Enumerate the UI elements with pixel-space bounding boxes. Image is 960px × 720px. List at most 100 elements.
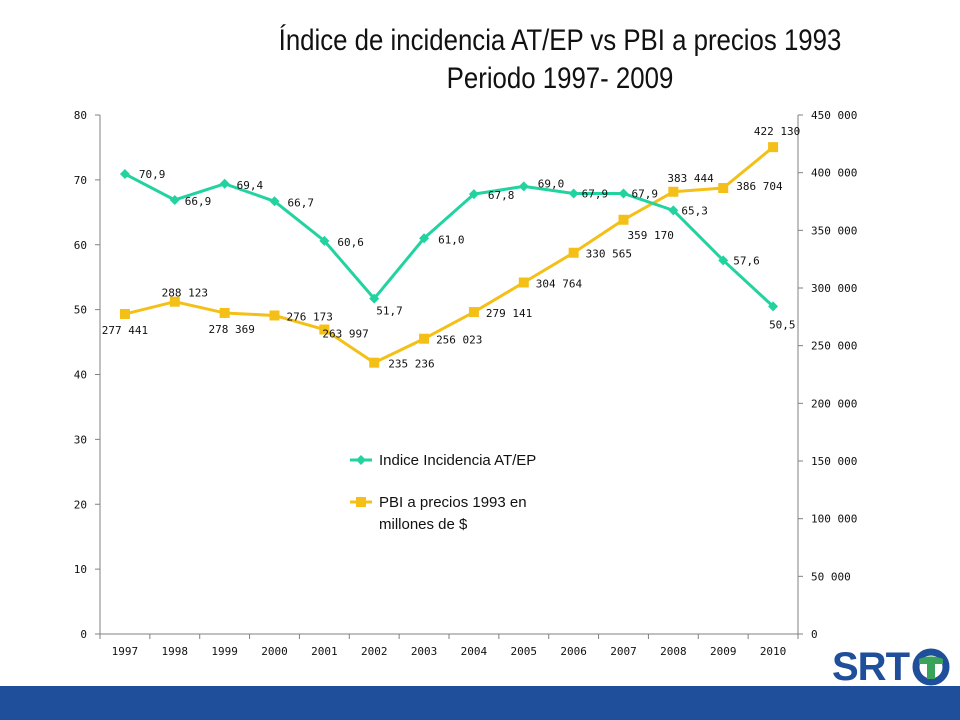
series-incidencia-data-label: 69,4 <box>237 179 264 192</box>
left-tick-label: 20 <box>74 498 87 511</box>
series-pbi-data-label: 386 704 <box>736 180 783 193</box>
chart-title: Índice de incidencia AT/EP vs PBI a prec… <box>78 22 904 98</box>
legend-pbi-swatch-marker <box>356 497 366 507</box>
series-incidencia-data-label: 70,9 <box>139 168 166 181</box>
x-tick-label: 2006 <box>560 645 587 658</box>
logo-text: SRT <box>832 645 910 689</box>
series-pbi-data-label: 263 997 <box>322 328 368 341</box>
srt-logo: SRT <box>832 645 953 689</box>
series-pbi-point <box>369 357 380 368</box>
series-pbi-data-label: 279 141 <box>486 307 532 320</box>
series-incidencia-point <box>319 235 330 246</box>
series-pbi-point <box>119 309 130 320</box>
series-pbi-data-label: 359 170 <box>628 229 674 242</box>
series-incidencia-line <box>124 172 775 308</box>
series-pbi-data-label: 304 764 <box>536 278 583 291</box>
x-tick-label: 2008 <box>660 645 687 658</box>
footer-bar <box>0 686 960 720</box>
series-pbi-point <box>768 142 779 153</box>
series-incidencia-data-label: 61,0 <box>438 233 465 246</box>
left-tick-label: 0 <box>80 628 87 641</box>
right-tick-label: 450 000 <box>811 109 857 122</box>
x-tick-label: 2009 <box>710 645 737 658</box>
x-tick-label: 1997 <box>112 645 139 658</box>
legend-incidencia-label: Indice Incidencia AT/EP <box>379 452 536 469</box>
legend-pbi-label-line1: PBI a precios 1993 en <box>379 494 527 511</box>
left-tick-label: 80 <box>74 109 87 122</box>
series-incidencia-data-label: 65,3 <box>681 204 708 217</box>
series-incidencia-point <box>419 233 430 244</box>
series-pbi-data-label: 278 369 <box>208 323 254 336</box>
series-incidencia-data-label: 66,7 <box>288 196 315 209</box>
right-tick-label: 400 000 <box>811 167 857 180</box>
series-pbi-data-label: 383 444 <box>667 172 714 185</box>
series-pbi-data-label: 330 565 <box>586 248 632 261</box>
series-incidencia-data-label: 67,9 <box>582 187 609 200</box>
series-pbi-data-label: 235 236 <box>388 358 434 371</box>
right-tick-label: 100 000 <box>811 513 857 526</box>
series-incidencia-point <box>369 293 380 304</box>
series-pbi-point <box>568 247 579 258</box>
series-incidencia-point <box>718 255 729 266</box>
series-pbi-point <box>269 310 280 321</box>
series-incidencia-data-label: 50,5 <box>769 318 796 331</box>
series-pbi-point <box>518 277 529 288</box>
series-incidencia-point <box>568 188 579 199</box>
left-tick-label: 30 <box>74 433 87 446</box>
series-incidencia-point <box>518 181 529 192</box>
series-pbi-point <box>419 333 430 344</box>
series-pbi-point <box>319 324 330 335</box>
series-pbi-data-label: 288 123 <box>162 287 208 300</box>
x-tick-label: 2004 <box>461 645 488 658</box>
series-incidencia-data-label: 60,6 <box>337 236 364 249</box>
legend-pbi-label-line2: millones de $ <box>379 516 468 533</box>
legend-incidencia-swatch-marker <box>356 455 366 465</box>
series-pbi-point <box>468 307 479 318</box>
x-tick-label: 2010 <box>760 645 787 658</box>
x-tick-label: 2007 <box>610 645 637 658</box>
series-pbi-point <box>219 307 230 318</box>
right-tick-label: 250 000 <box>811 340 857 353</box>
x-tick-label: 2001 <box>311 645 338 658</box>
series-incidencia-point <box>668 205 679 216</box>
series-pbi-line <box>124 145 775 365</box>
series-incidencia-data-label: 67,9 <box>632 187 659 200</box>
x-tick-label: 2000 <box>261 645 288 658</box>
right-tick-label: 200 000 <box>811 397 857 410</box>
series-incidencia-data-label: 67,8 <box>488 189 515 202</box>
right-tick-label: 350 000 <box>811 224 857 237</box>
right-tick-label: 300 000 <box>811 282 857 295</box>
series-incidencia-data-label: 57,6 <box>733 254 760 267</box>
chart-svg: 0 10 20 30 40 50 60 70 80 0 50 000 100 000 150 000 20… <box>74 109 858 658</box>
series-pbi-point <box>169 296 180 307</box>
x-tick-label: 1999 <box>211 645 238 658</box>
x-tick-label: 2003 <box>411 645 438 658</box>
series-pbi-data-label: 256 023 <box>436 334 482 347</box>
series-incidencia-point <box>269 196 280 207</box>
x-tick-label: 2002 <box>361 645 388 658</box>
series-pbi-point <box>718 183 729 194</box>
right-tick-label: 50 000 <box>811 570 851 583</box>
left-tick-label: 60 <box>74 239 87 252</box>
right-tick-label: 0 <box>811 628 818 641</box>
series-pbi-point <box>618 214 629 225</box>
chart-title-line1: Índice de incidencia AT/EP vs PBI a prec… <box>278 24 842 57</box>
logo-t-emblem-icon <box>912 648 950 686</box>
x-tick-label: 2005 <box>511 645 538 658</box>
series-incidencia-point <box>169 194 180 205</box>
right-tick-label: 150 000 <box>811 455 857 468</box>
series-pbi-point <box>668 186 679 197</box>
left-tick-label: 10 <box>74 563 87 576</box>
series-incidencia-point <box>468 189 479 200</box>
series-incidencia-data-label: 69,0 <box>538 177 565 190</box>
chart-title-line2: Periodo 1997- 2009 <box>446 62 674 95</box>
series-incidencia-point <box>768 301 779 312</box>
x-tick-label: 1998 <box>162 645 189 658</box>
series-incidencia-point <box>119 169 130 180</box>
series-incidencia-point <box>219 178 230 189</box>
series-pbi-data-label: 276 173 <box>287 310 333 323</box>
left-tick-label: 40 <box>74 369 87 382</box>
left-tick-label: 70 <box>74 174 87 187</box>
series-incidencia-data-label: 51,7 <box>376 305 403 318</box>
left-tick-label: 50 <box>74 304 87 317</box>
